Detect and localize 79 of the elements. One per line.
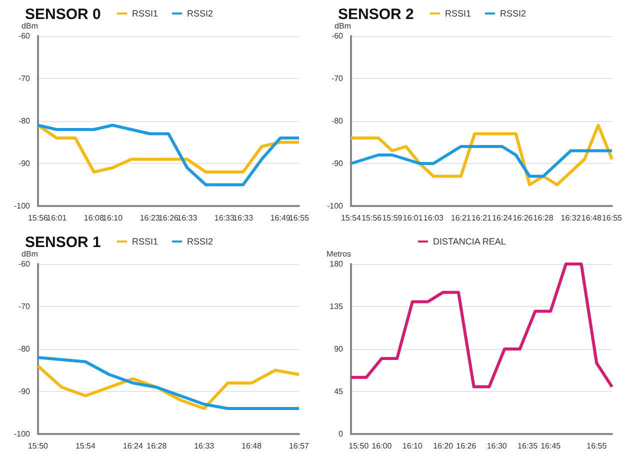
y-tick-label: -70: [18, 302, 31, 311]
x-tick-label: 16:10: [402, 442, 423, 450]
line-series: [350, 262, 614, 388]
x-tick-label: 16:57: [288, 442, 310, 450]
x-tick-label: 16:01: [402, 214, 424, 222]
x-tick-label: 16:21: [450, 214, 472, 222]
x-tick-label: 16:48: [581, 214, 602, 222]
x-tick-label: 16:28: [146, 442, 168, 450]
y-axis-title: dBm: [334, 22, 352, 30]
x-tick-label: 16:28: [533, 214, 554, 222]
x-tick-label: 16:33: [214, 214, 235, 222]
y-tick-label: -60: [331, 32, 344, 40]
legend-label: RSSI2: [500, 8, 526, 18]
y-axis-title: dBm: [22, 22, 38, 30]
legend-label: RSSI1: [445, 8, 472, 18]
line-series: [350, 145, 614, 178]
x-tick-label: 16:24: [492, 214, 513, 222]
y-tick-label: -100: [14, 202, 31, 210]
x-tick-label: 16:03: [423, 214, 444, 222]
x-tick-label: 16:55: [602, 214, 623, 222]
legend-label: RSSI1: [132, 8, 158, 18]
y-tick-label: 135: [330, 302, 344, 311]
y-axis-title: dBm: [22, 250, 38, 258]
y-tick-label: -80: [18, 116, 31, 126]
line-series: [36, 124, 300, 186]
y-axis-title: Metros: [326, 250, 351, 258]
y-tick-label: 0: [338, 430, 344, 438]
x-tick-label: 15:50: [28, 442, 49, 450]
x-tick-label: 16:33: [177, 214, 198, 222]
line-series: [36, 364, 300, 410]
x-tick-label: 16:26: [456, 442, 477, 450]
y-tick-label: 180: [330, 260, 344, 268]
line-series: [350, 124, 614, 186]
chart-title: SENSOR 0: [25, 6, 101, 23]
y-tick-label: -90: [331, 159, 344, 168]
legend-label: RSSI1: [132, 236, 158, 246]
legend-label: RSSI2: [187, 236, 214, 246]
x-tick-label: 16:55: [586, 442, 608, 450]
x-tick-label: 16:33: [233, 214, 254, 222]
y-tick-label: -60: [18, 260, 31, 268]
x-tick-label: 16:49: [270, 214, 291, 222]
chart-title: SENSOR 2: [338, 6, 414, 23]
y-tick-label: -90: [18, 159, 31, 168]
x-tick-label: 16:30: [486, 442, 508, 450]
x-tick-label: 15:50: [348, 442, 370, 450]
legend-label: RSSI2: [187, 8, 214, 18]
y-tick-label: -80: [18, 344, 31, 354]
x-tick-label: 15:59: [382, 214, 403, 222]
x-tick-label: 16:35: [518, 442, 538, 450]
x-tick-label: 16:32: [560, 214, 582, 222]
x-tick-label: 16:33: [194, 442, 215, 450]
y-tick-label: -70: [331, 74, 344, 83]
chart-title: SENSOR 1: [25, 234, 101, 251]
x-tick-label: 16:01: [46, 214, 68, 222]
x-tick-label: 16:21: [471, 214, 492, 222]
x-tick-label: 15:54: [75, 442, 96, 450]
x-tick-label: 15:54: [340, 214, 362, 222]
y-tick-label: 90: [334, 344, 344, 354]
legend-label: DISTANCIA REAL: [433, 236, 506, 246]
x-tick-label: 16:48: [242, 442, 262, 450]
line-series: [36, 124, 300, 174]
x-tick-label: 16:08: [84, 214, 104, 222]
x-tick-label: 16:45: [540, 442, 562, 450]
y-tick-label: -90: [18, 387, 31, 396]
x-tick-label: 16:23: [140, 214, 160, 222]
x-tick-label: 15:56: [362, 214, 382, 222]
x-tick-label: 16:26: [512, 214, 534, 222]
y-tick-label: -100: [14, 430, 31, 438]
y-tick-label: -100: [326, 202, 344, 210]
y-tick-label: -60: [18, 32, 31, 40]
y-tick-label: 45: [334, 387, 344, 396]
x-tick-label: 16:24: [122, 442, 144, 450]
x-tick-label: 16:20: [433, 442, 454, 450]
x-tick-label: 16:10: [102, 214, 124, 222]
x-tick-label: 16:00: [372, 442, 392, 450]
x-tick-label: 16:55: [288, 214, 310, 222]
line-series: [36, 356, 300, 410]
y-tick-label: -70: [18, 74, 31, 83]
y-tick-label: -80: [331, 116, 344, 126]
